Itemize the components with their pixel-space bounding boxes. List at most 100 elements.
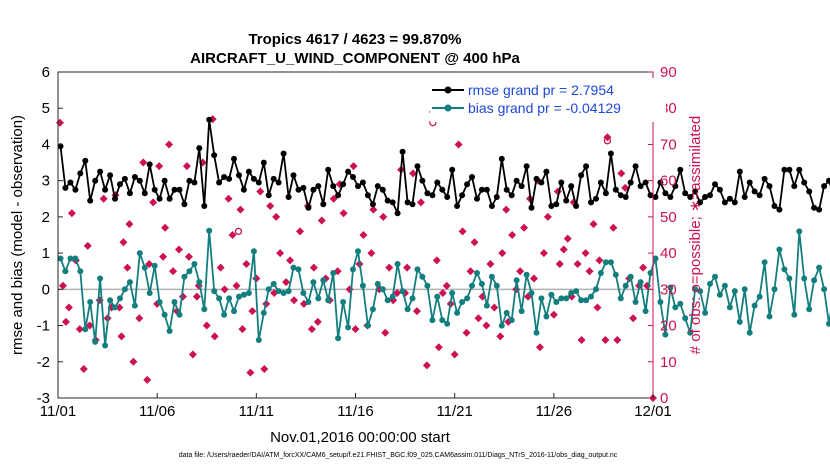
bias-point [374,280,381,287]
obs-assimilated-marker [613,336,622,345]
rmse-point [439,186,446,193]
obs-assimilated-marker [555,259,564,268]
rmse-point [662,190,669,197]
rmse-point [488,203,495,209]
rmse-point [236,172,242,179]
bias-point [811,277,818,284]
bias-point [325,297,332,304]
obs-assimilated-marker [184,252,193,261]
legend-rmse-marker [444,86,452,94]
rmse-point [300,184,307,191]
y-axis-right-label: # of obs: o=possible; ∗=assimilated [687,116,704,355]
obs-assimilated-marker [123,263,132,272]
obs-assimilated-marker [432,256,441,265]
obs-assimilated-marker [260,365,269,374]
bias-point [275,288,282,295]
rmse-point [821,183,828,190]
rmse-point [429,192,436,199]
bias-point [786,275,793,282]
rmse-point [67,179,74,186]
rmse-point [726,195,733,202]
rmse-point [543,168,550,175]
obs-assimilated-marker [508,231,517,239]
rmse-point [687,194,694,200]
bias-point [315,295,322,302]
bias-point [563,295,570,302]
legend-bias-label: bias grand pr = -0.04129 [468,100,621,116]
bias-point [300,290,307,296]
x-tick-label: 11/16 [337,403,373,420]
rmse-point [647,192,654,199]
rmse-point [573,203,580,209]
rmse-point [305,204,312,211]
bias-point [399,288,406,295]
rmse-point [394,210,401,217]
obs-assimilated-marker [161,223,170,232]
bias-point [533,329,540,336]
bias-point [716,291,723,298]
x-tick-label: 12/01 [634,403,672,420]
rmse-point [826,177,830,184]
rmse-point [751,188,758,195]
obs-assimilated-marker [282,278,291,287]
bias-point [483,302,490,309]
bias-point [692,286,699,293]
rmse-point [364,192,371,199]
obs-assimilated-marker [403,263,412,272]
bias-point [404,306,411,313]
obs-assimilated-marker [79,365,88,374]
bias-point [82,326,89,333]
obs-assimilated-marker [309,263,318,272]
rmse-point [226,175,233,182]
rmse-point [434,179,441,186]
bias-point [751,302,758,309]
rmse-point [806,188,813,195]
obs-assimilated-marker [129,357,138,366]
bias-point [171,299,178,305]
bias-point [741,286,748,293]
rmse-point [275,179,282,186]
bias-point [662,331,669,338]
bias-point [667,284,674,291]
rmse-point [593,195,599,202]
bias-point [176,311,183,318]
plot-background [58,72,653,398]
obs-assimilated-marker [351,325,360,334]
obs-assimilated-marker [64,303,73,312]
data-file-footer: data file: /Users/raeder/DAI/ATM_forcXX/… [179,452,618,459]
bias-point [389,293,396,300]
obs-assimilated-marker [381,328,390,337]
obs-assimilated-marker [276,249,285,258]
bias-point [201,306,208,313]
rmse-point [345,168,352,175]
bias-point [280,290,287,296]
y-tick-label: 1 [42,245,50,262]
bias-point [379,286,386,293]
rmse-point [493,194,500,200]
rmse-point [260,159,267,166]
obs-assimilated-marker [629,314,638,323]
rmse-point [404,199,411,206]
bias-point [117,295,123,302]
rmse-point [816,206,823,213]
x-tick-label: 11/26 [536,403,572,420]
obs-assimilated-marker [256,187,265,196]
bias-point [260,309,267,316]
rmse-point [112,195,118,202]
rmse-point [399,148,406,155]
rmse-point [811,204,818,211]
rmse-point [280,150,287,157]
bias-point [474,270,480,276]
obs-assimilated-marker [450,350,459,359]
rmse-point [796,166,803,173]
bias-point [424,282,431,289]
bias-point [285,288,292,295]
bias-point [766,313,773,320]
bias-point [746,329,753,336]
obs-assimilated-marker [559,245,568,254]
obs-assimilated-marker [174,245,183,254]
obs-assimilated-marker [498,249,507,258]
bias-point [77,268,84,275]
y-tick-label: 6 [42,64,50,81]
obs-assimilated-marker [192,292,201,301]
